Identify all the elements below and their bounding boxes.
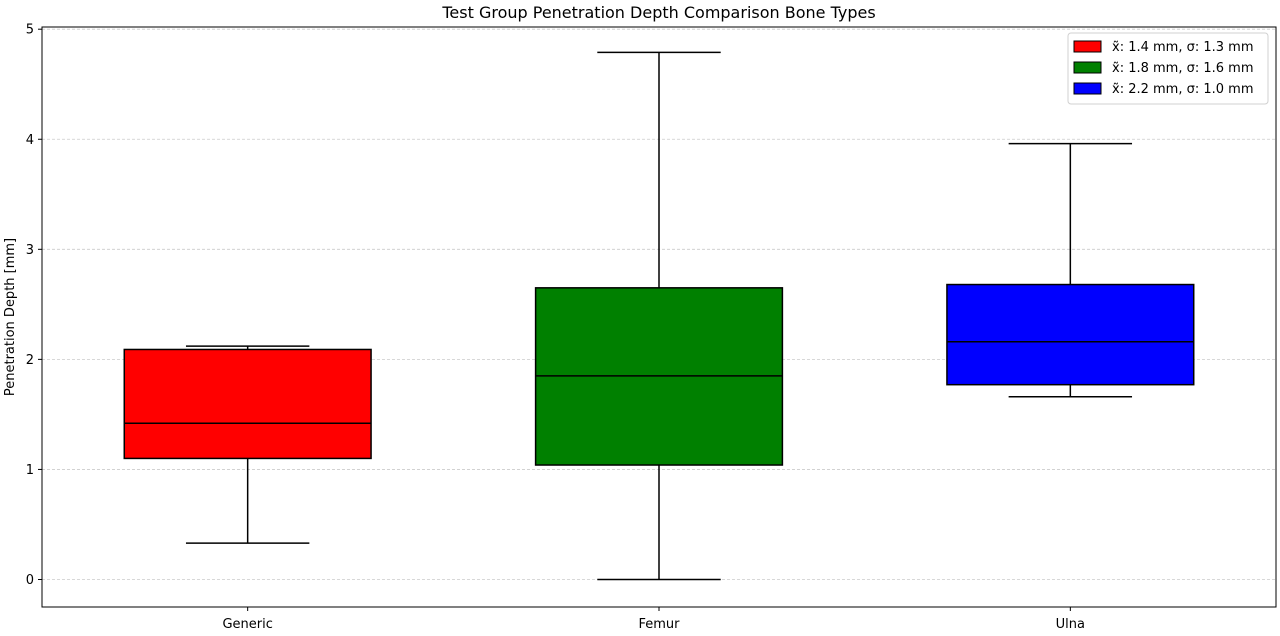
- x-tick-label: Ulna: [1056, 617, 1085, 632]
- y-tick-label: 2: [26, 353, 34, 368]
- box-group-ulna: [946, 142, 1195, 398]
- legend: x̃: 1.4 mm, σ: 1.3 mm x̃: 1.8 mm, σ: 1.6 …: [1067, 32, 1269, 105]
- legend-entry: x̃: 2.2 mm, σ: 1.0 mm: [1112, 82, 1254, 97]
- y-tick-label: 1: [26, 463, 34, 478]
- box-layer: [123, 51, 1195, 581]
- x-tick-label: Femur: [638, 617, 680, 632]
- legend-frame: [1067, 32, 1269, 105]
- x-tick-label: Generic: [222, 617, 272, 632]
- legend-entry: x̃: 1.8 mm, σ: 1.6 mm: [1112, 61, 1254, 76]
- y-axis-label: Penetration Depth [mm]: [3, 238, 18, 396]
- chart-title: Test Group Penetration Depth Comparison …: [441, 3, 875, 22]
- tick-layer: 0 1 2 3 4 5 Generic Femur Ulna: [26, 23, 1085, 632]
- box-group-femur: [534, 51, 784, 581]
- iqr-box: [946, 283, 1195, 386]
- legend-swatch: [1073, 40, 1102, 53]
- legend-entry: x̃: 1.4 mm, σ: 1.3 mm: [1112, 40, 1254, 55]
- box-group-generic: [123, 345, 372, 544]
- y-tick-label: 4: [26, 133, 34, 148]
- y-tick-label: 0: [26, 573, 34, 588]
- legend-swatch: [1073, 61, 1102, 74]
- legend-swatch: [1073, 82, 1102, 95]
- y-tick-label: 5: [26, 23, 34, 38]
- y-tick-label: 3: [26, 243, 34, 258]
- iqr-box: [123, 348, 372, 460]
